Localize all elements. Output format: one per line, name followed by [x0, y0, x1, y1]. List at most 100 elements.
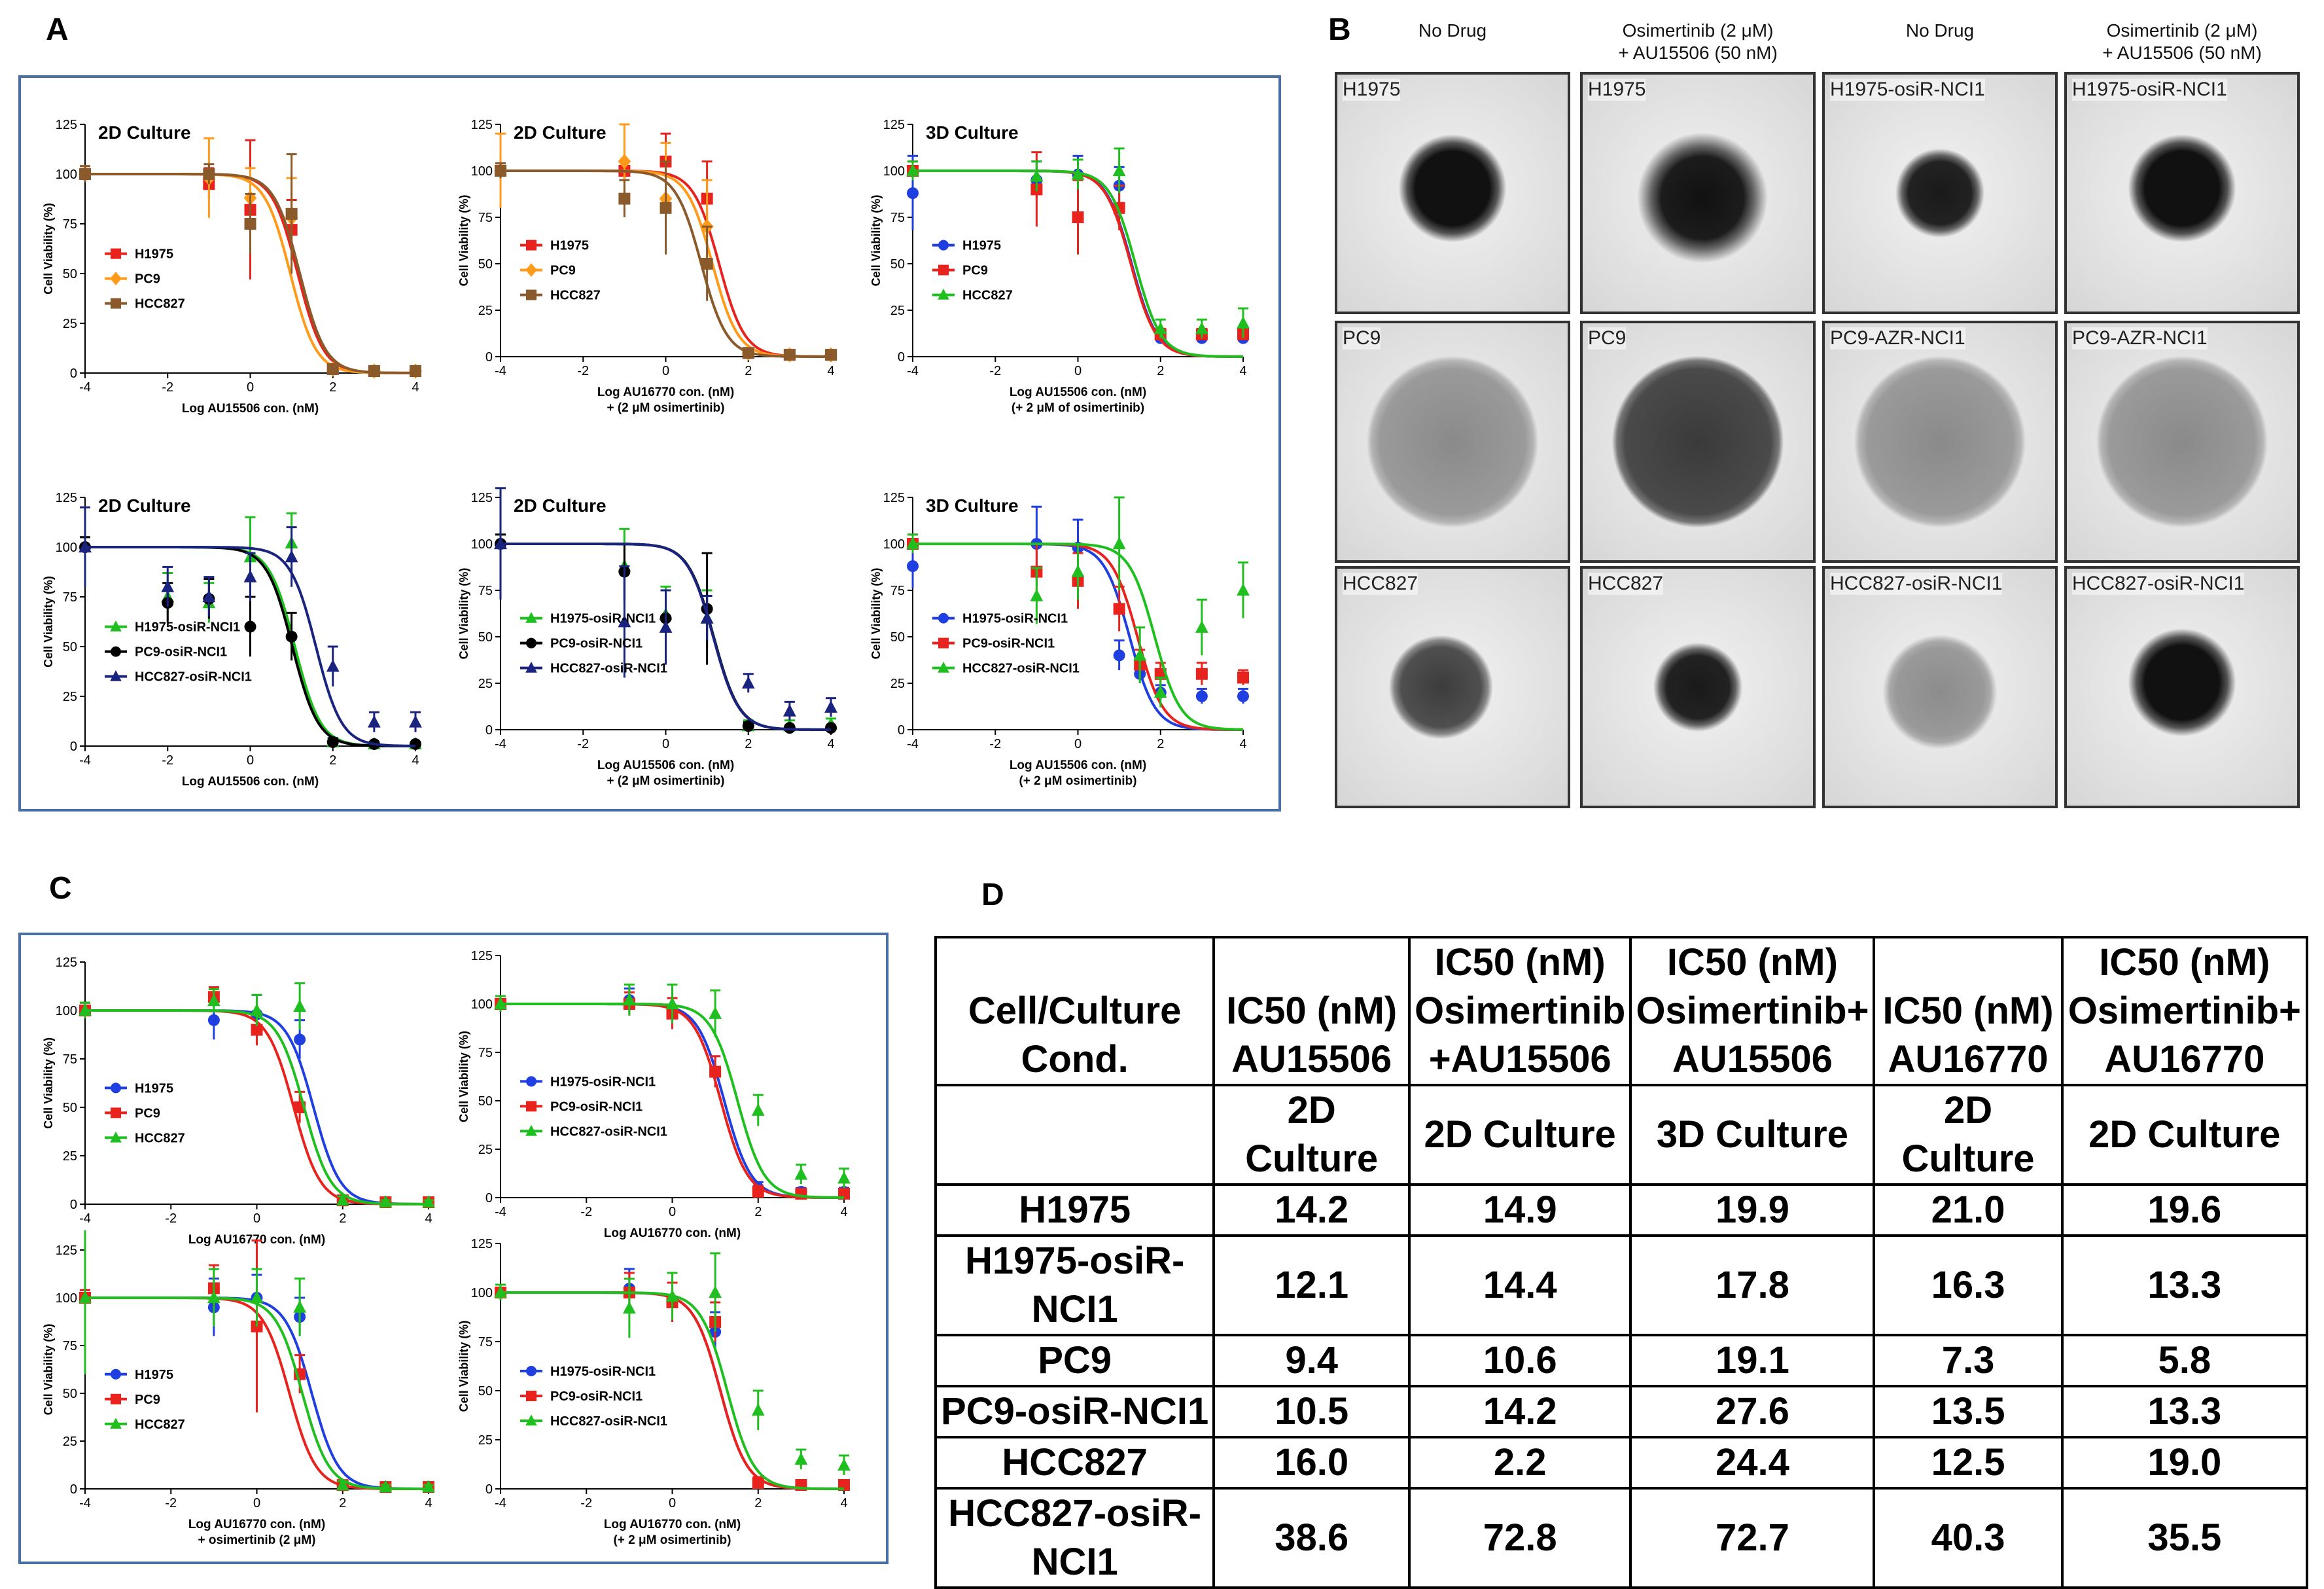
data-point: [938, 289, 949, 300]
table-cell: PC9-osiR-NCI1: [934, 1385, 1216, 1438]
data-point: [251, 1320, 263, 1332]
legend-item: HCC827-osiR-NCI1: [520, 1124, 667, 1139]
series-2: [495, 160, 837, 361]
spheroid-image: H1975: [1580, 72, 1816, 314]
x-tick-label: 4: [827, 737, 834, 751]
table-subheader-cell: 2D Culture: [1212, 1084, 1411, 1186]
chart-a6: 0 25 50 75 100 125 -4 -2 0 2 4 Cell Viability (%) Lo…: [870, 491, 1250, 788]
table-cell: 19.9: [1629, 1183, 1876, 1237]
x-axis-label: (+ 2 μM osimertinib): [1019, 774, 1136, 788]
y-tick-label: 25: [478, 1143, 493, 1157]
data-point: [700, 611, 714, 624]
data-point: [752, 1186, 764, 1198]
table-row: H1975 14.2 14.9 19.9 21.0 19.6: [934, 1183, 2309, 1237]
legend-item: HCC827-osiR-NCI1: [520, 662, 667, 676]
spheroid-image: H1975-osiR-NCI1: [1822, 72, 2058, 314]
x-tick-label: 2: [339, 1496, 346, 1510]
data-point: [665, 1289, 679, 1302]
legend-label: HCC827: [550, 289, 601, 303]
y-tick-label: 50: [63, 1101, 77, 1115]
data-point: [294, 1033, 306, 1046]
data-point: [379, 1195, 393, 1208]
chart-a3: 0 25 50 75 100 125 -4 -2 0 2 4 Cell Viability (%) Lo…: [870, 118, 1250, 415]
spheroid-image: HCC827: [1580, 566, 1816, 808]
legend-item: H1975: [105, 247, 173, 262]
data-point: [825, 722, 837, 734]
table-cell: 24.4: [1629, 1436, 1876, 1490]
table-cell: 14.2: [1212, 1183, 1411, 1237]
x-tick-label: 0: [669, 1496, 676, 1510]
x-tick-label: 0: [1074, 364, 1082, 378]
table-cell: H1975: [934, 1183, 1216, 1237]
x-tick-label: -2: [162, 380, 173, 395]
table-cell: 16.3: [1873, 1234, 2064, 1336]
y-tick-label: 0: [70, 740, 77, 754]
y-tick-label: 125: [471, 1237, 493, 1251]
y-tick-label: 0: [485, 1191, 493, 1205]
data-point: [938, 613, 949, 624]
y-tick-label: 125: [56, 491, 77, 505]
data-point: [326, 736, 339, 748]
data-point: [326, 363, 339, 375]
data-point: [410, 365, 421, 377]
data-point: [293, 999, 307, 1012]
x-tick-label: -4: [79, 380, 91, 395]
legend-item: PC9: [105, 1393, 160, 1407]
x-tick-label: -2: [165, 1496, 177, 1510]
data-point: [111, 298, 121, 309]
data-point: [665, 997, 679, 1010]
data-point: [837, 1171, 851, 1184]
table-header-cell: IC50 (nM) AU15506: [1212, 936, 1411, 1086]
y-tick-label: 50: [890, 257, 905, 272]
x-tick-label: -4: [495, 737, 506, 751]
x-tick-label: 0: [662, 737, 669, 751]
data-point: [422, 1480, 435, 1493]
table-cell: 9.4: [1212, 1334, 1411, 1387]
spheroid-image: PC9: [1580, 321, 1816, 563]
y-tick-label: 0: [485, 1482, 493, 1497]
data-point: [207, 1291, 220, 1304]
data-point: [494, 997, 507, 1010]
y-tick-label: 25: [478, 304, 493, 318]
legend-label: H1975-osiR-NCI1: [550, 1075, 656, 1089]
legend-item: HCC827-osiR-NCI1: [932, 662, 1080, 676]
data-point: [79, 168, 91, 180]
x-tick-label: 4: [412, 380, 419, 395]
spheroid-label: H1975: [1588, 79, 1646, 101]
y-axis-label: Cell Viability (%): [457, 1031, 470, 1122]
legend-label: PC9-osiR-NCI1: [550, 1389, 643, 1404]
data-point: [622, 1301, 636, 1314]
x-tick-label: 0: [247, 753, 254, 768]
y-tick-label: 125: [471, 949, 493, 963]
y-axis-label: Cell Viability (%): [457, 195, 470, 287]
data-point: [336, 1193, 349, 1206]
x-tick-label: 4: [412, 753, 419, 768]
x-tick-label: -4: [907, 737, 919, 751]
y-axis-label: Cell Viability (%): [42, 203, 55, 295]
table-cell: 13.3: [2060, 1385, 2309, 1438]
data-point: [709, 1007, 722, 1019]
legend-label: HCC827: [135, 1131, 185, 1145]
series-2: [494, 983, 851, 1199]
y-tick-label: 25: [890, 677, 905, 691]
data-point: [250, 1291, 264, 1304]
series-2: [494, 1252, 851, 1490]
data-point: [111, 646, 121, 657]
y-tick-label: 25: [63, 1149, 77, 1164]
x-tick-label: -2: [580, 1496, 592, 1510]
table-row: HCC827 16.0 2.2 24.4 12.5 19.0: [934, 1436, 2309, 1490]
fit-curve: [85, 173, 415, 374]
data-point: [783, 704, 796, 717]
panel-a-frame: [18, 75, 1281, 812]
table-cell: 10.5: [1212, 1385, 1411, 1438]
data-point: [494, 537, 507, 550]
data-point: [1195, 321, 1208, 334]
data-point: [379, 1480, 393, 1493]
table-header-cell: IC50 (nM) AU16770: [1873, 936, 2064, 1086]
table-header-cell: IC50 (nM) Osimertinib+ AU16770: [2060, 936, 2309, 1086]
data-point: [1133, 648, 1147, 661]
table-cell: 19.0: [2060, 1436, 2309, 1490]
table-cell: 16.0: [1212, 1436, 1411, 1490]
data-point: [285, 207, 298, 220]
table-header-cell: Cell/Culture Cond.: [934, 936, 1216, 1086]
